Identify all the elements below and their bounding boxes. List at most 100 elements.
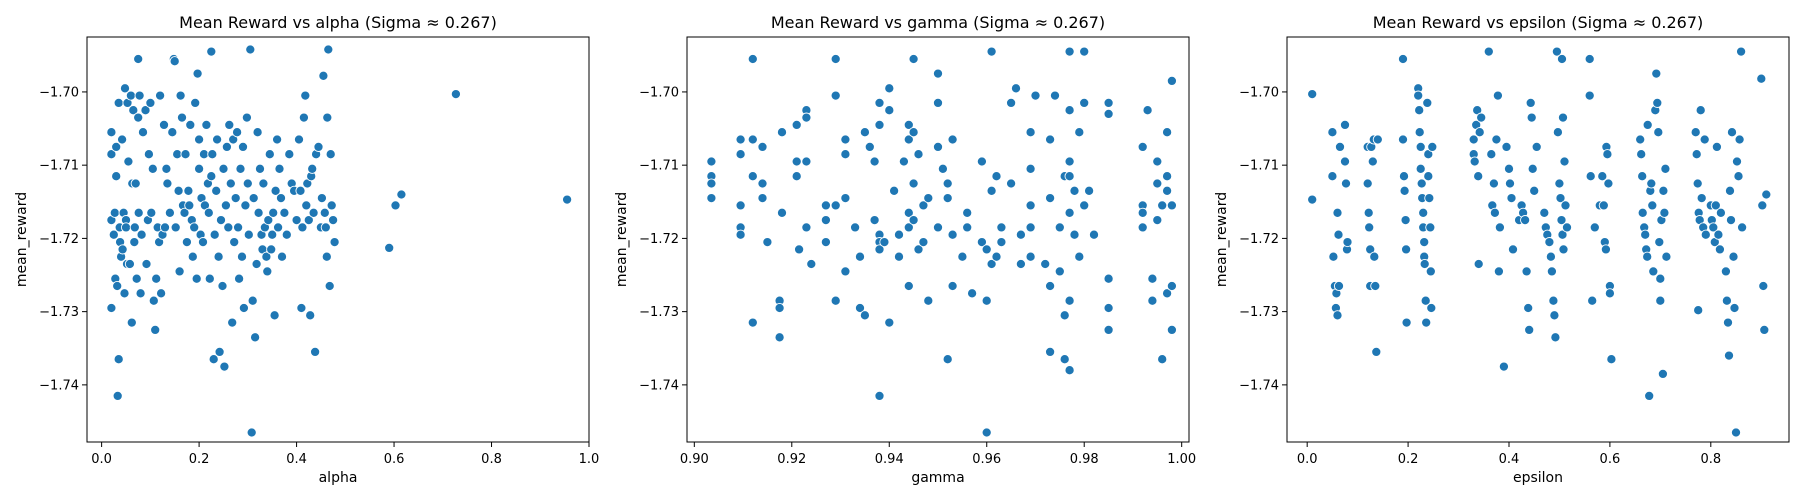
gamma-data-point [1074,127,1085,138]
gamma-data-point [1137,207,1148,218]
alpha-data-point [159,222,171,233]
alpha-data-point [125,90,136,101]
gamma-data-point [884,317,895,328]
alpha-x-tick-label: 0.6 [384,452,405,467]
gamma-data-point [1006,97,1017,108]
epsilon-data-point [1401,317,1412,328]
alpha-data-point [303,215,314,226]
gamma-data-point [1015,258,1026,270]
epsilon-data-point [1506,193,1517,204]
alpha-data-point [238,302,249,314]
alpha-x-tick-label: 0.0 [91,452,112,467]
alpha-data-point [264,149,275,160]
gamma-data-point [869,215,880,226]
gamma-data-point [962,207,973,218]
alpha-data-point [113,97,124,108]
alpha-data-point [308,207,319,218]
alpha-data-point [191,273,202,284]
epsilon-data-point [1584,53,1595,65]
alpha-data-point [194,163,205,174]
gamma-x-tick-label: 0.90 [680,452,709,467]
epsilon-data-point [1545,251,1556,262]
alpha-data-point [320,222,331,233]
epsilon-data-point [1642,119,1653,130]
epsilon-data-point [1493,266,1504,277]
gamma-data-point [981,427,992,438]
gamma-data-point [903,222,914,233]
gamma-data-point [762,237,773,248]
alpha-data-point [263,215,274,226]
alpha-data-point [215,215,227,226]
epsilon-data-points [1307,46,1772,438]
epsilon-data-point [1699,134,1710,145]
alpha-data-point [258,178,269,189]
alpha-data-point [129,237,140,248]
alpha-data-point [254,163,266,174]
epsilon-data-point [1486,149,1497,160]
alpha-data-point [117,244,128,255]
gamma-data-point [903,134,914,145]
alpha-data-point [240,200,251,211]
gamma-x-axis-label: gamma [911,470,964,486]
alpha-data-point [245,44,256,55]
alpha-data-point [326,200,337,211]
gamma-data-point [747,134,758,145]
alpha-data-point [206,171,217,182]
epsilon-data-point [1521,266,1532,277]
alpha-data-point [124,258,135,270]
epsilon-data-point [1328,251,1339,262]
epsilon-data-point [1647,200,1658,211]
alpha-data-point [120,222,132,233]
gamma-data-point [747,171,758,182]
alpha-data-point [209,229,220,240]
alpha-data-point [318,70,329,81]
epsilon-plot-frame [1286,36,1790,443]
gamma-data-point [747,53,758,65]
alpha-data-point [328,215,339,226]
alpha-data-point [300,90,311,101]
gamma-data-points [706,46,1177,438]
alpha-data-point [279,207,290,218]
epsilon-data-point [1734,134,1745,145]
alpha-data-point [236,251,248,262]
epsilon-data-point [1332,310,1343,321]
alpha-data-point [173,185,184,196]
gamma-data-point [706,156,717,167]
epsilon-data-point [1644,390,1655,401]
gamma-data-point [913,244,924,255]
epsilon-data-point [1483,46,1494,57]
epsilon-data-point [1561,222,1573,233]
epsilon-data-point [1587,295,1598,306]
alpha-data-point [396,189,407,200]
alpha-data-point [179,207,190,218]
gamma-data-point [1064,171,1075,182]
alpha-data-point [187,251,198,262]
gamma-data-point [1054,266,1065,277]
epsilon-data-point [1473,171,1484,182]
alpha-data-point [293,134,305,145]
epsilon-data-point [1424,193,1435,204]
alpha-data-point [148,295,159,306]
epsilon-data-point [1728,251,1739,262]
gamma-data-point [1157,354,1168,365]
alpha-scatter-panel: Mean Reward vs alpha (Sigma ≈ 0.267) 0.0… [14,13,599,486]
alpha-data-point [248,193,259,204]
alpha-data-point [296,302,307,314]
gamma-data-point [874,97,885,108]
gamma-y-tick-label: −1.74 [639,378,679,393]
epsilon-y-tick-label: −1.74 [1239,378,1279,393]
epsilon-data-point [1539,207,1550,218]
alpha-x-tick-label: 1.0 [579,452,600,467]
alpha-data-point [146,207,157,218]
gamma-data-point [957,251,968,262]
gamma-data-point [874,244,885,255]
gamma-data-point [735,134,746,145]
gamma-data-point [1059,310,1070,321]
epsilon-data-point [1714,244,1725,255]
gamma-data-point [1103,324,1114,335]
alpha-data-point [131,273,142,284]
alpha-data-point [291,215,302,226]
alpha-data-point [325,149,336,160]
epsilon-y-tick-label: −1.71 [1239,159,1279,174]
alpha-data-point [223,222,234,233]
